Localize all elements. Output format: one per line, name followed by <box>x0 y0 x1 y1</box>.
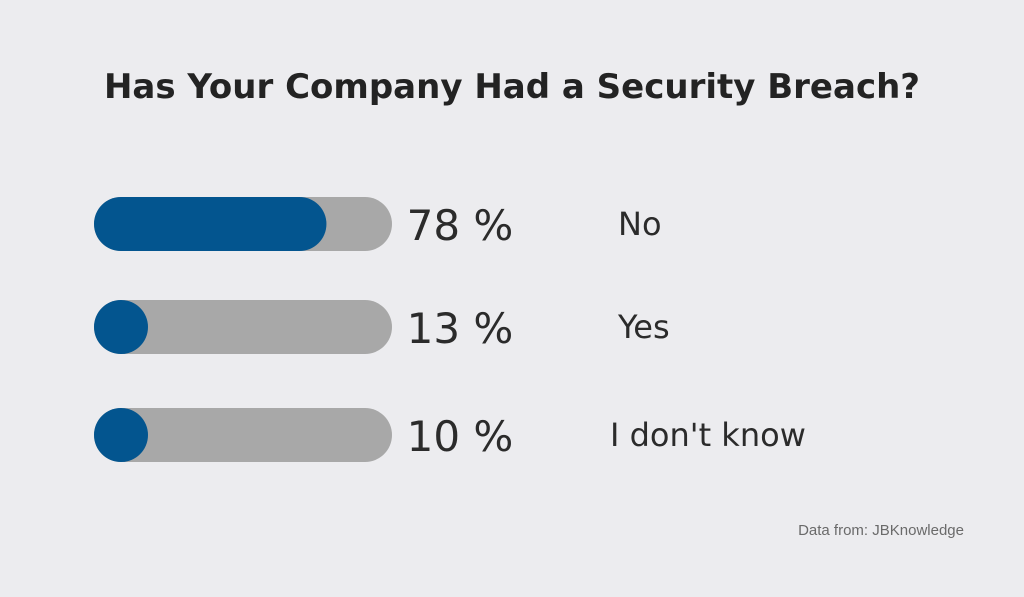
bar-track-2 <box>94 408 392 462</box>
bar-track-1 <box>94 300 392 354</box>
category-label-2: I don't know <box>610 416 806 454</box>
source-note: Data from: JBKnowledge <box>798 522 964 539</box>
bar-fill-2 <box>94 408 148 462</box>
chart-title: Has Your Company Had a Security Breach? <box>104 67 920 107</box>
bars-group: 78 % No 13 % Yes 10 % I don't know <box>94 197 806 462</box>
value-label-2: 10 % <box>407 412 514 461</box>
bar-fill-0 <box>94 197 327 251</box>
category-label-1: Yes <box>617 308 670 346</box>
category-label-0: No <box>618 205 662 243</box>
bar-fill-1 <box>94 300 148 354</box>
value-label-0: 78 % <box>407 201 514 250</box>
value-label-1: 13 % <box>407 304 514 353</box>
